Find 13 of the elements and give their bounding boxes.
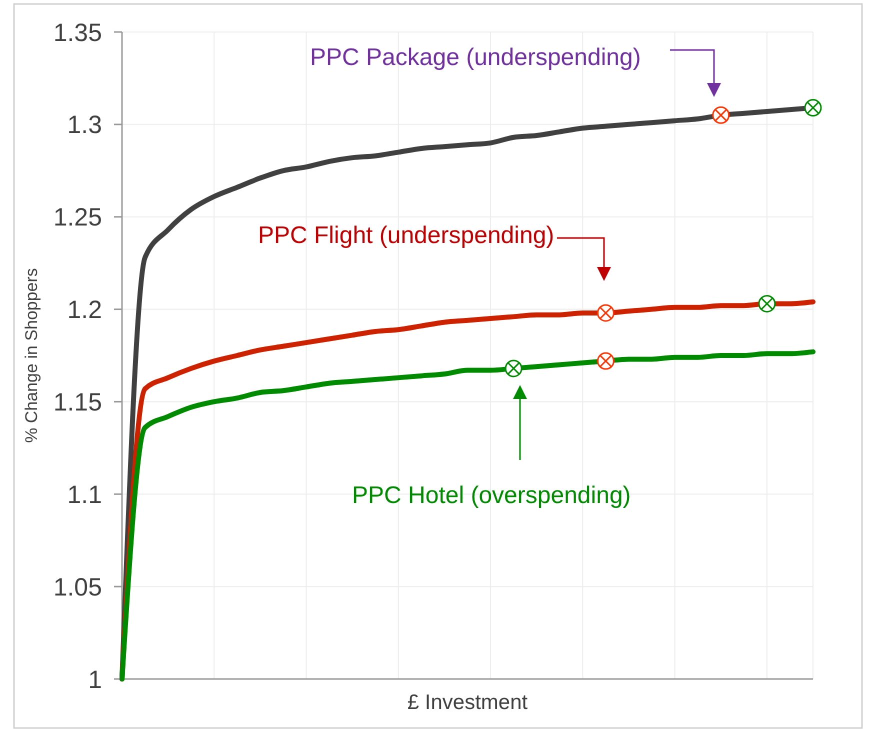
y-tick-label: 1.3 bbox=[67, 111, 102, 140]
y-tick-label: 1.15 bbox=[53, 388, 102, 416]
y-tick-label: 1 bbox=[88, 666, 102, 694]
y-tick-label: 1.1 bbox=[67, 480, 102, 509]
annotation: PPC Package (underspending) bbox=[310, 44, 641, 71]
y-tick-label: 1.05 bbox=[53, 573, 102, 602]
y-tick-label: 1.35 bbox=[53, 18, 102, 47]
y-tick-label: 1.25 bbox=[53, 204, 102, 232]
y-tick-label: 1.2 bbox=[67, 296, 102, 324]
annotation: PPC Flight (underspending) bbox=[258, 222, 554, 249]
y-axis-title: % Change in Shoppers bbox=[22, 268, 41, 443]
annotation: PPC Hotel (overspending) bbox=[352, 482, 631, 509]
x-axis-title: £ Investment bbox=[407, 691, 528, 714]
